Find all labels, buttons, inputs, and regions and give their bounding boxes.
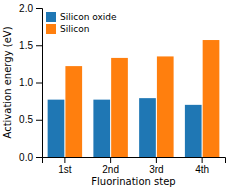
x-tick: 2nd [102,157,119,175]
legend-label: Silicon [60,24,89,34]
y-axis: 0.0 0.5 1.0 1.5 2.0 [19,3,42,163]
bar [185,105,202,157]
chart: 0.0 0.5 1.0 1.5 2.0 1st 2nd 3rd 4th Silicon oxide… [0,0,231,189]
plot-area: 0.0 0.5 1.0 1.5 2.0 1st 2nd 3rd 4th Silicon oxide… [19,3,225,175]
bar [157,56,174,157]
legend-swatch [46,12,56,22]
y-tick: 0.0 [19,152,42,163]
y-tick-label: 0.5 [19,114,33,125]
x-tick-label: 3rd [149,164,163,175]
x-tick-mark [156,157,157,163]
y-tick-label: 2.0 [19,3,33,14]
x-tick-mark [110,157,111,163]
legend-item: Silicon oxide [46,12,117,22]
y-tick: 1.5 [19,40,42,51]
y-tick-mark [36,157,42,158]
legend-label: Silicon oxide [60,12,117,22]
y-axis-line [36,9,43,158]
x-tick-label: 2nd [102,164,119,175]
bar [203,40,220,157]
y-tick-mark [36,8,42,9]
legend-swatch [46,24,56,34]
y-axis-title: Activation energy (eV) [2,26,13,138]
y-tick: 2.0 [19,3,42,14]
x-axis-line [43,158,226,164]
x-tick-label: 1st [58,164,72,175]
y-tick-mark [36,45,42,46]
bar [65,66,82,157]
x-tick: 3rd [149,157,163,175]
x-tick-mark [64,157,65,163]
y-tick-label: 0.0 [19,152,33,163]
y-tick: 0.5 [19,114,42,125]
y-tick-label: 1.5 [19,40,33,51]
x-axis: 1st 2nd 3rd 4th [43,157,226,175]
x-tick: 1st [58,157,72,175]
y-tick-label: 1.0 [19,77,33,88]
bars [48,40,220,157]
x-tick-mark [202,157,203,163]
bar-series [65,40,219,157]
y-tick-mark [36,120,42,121]
y-tick-mark [36,83,42,84]
bar [93,100,110,157]
bar [139,98,156,157]
bar [48,100,65,157]
y-tick: 1.0 [19,77,42,88]
x-tick: 4th [195,157,209,175]
legend: Silicon oxide Silicon [46,12,117,34]
x-tick-label: 4th [195,164,209,175]
legend-item: Silicon [46,24,89,34]
x-axis-title: Fluorination step [91,176,175,187]
bar [111,58,128,157]
